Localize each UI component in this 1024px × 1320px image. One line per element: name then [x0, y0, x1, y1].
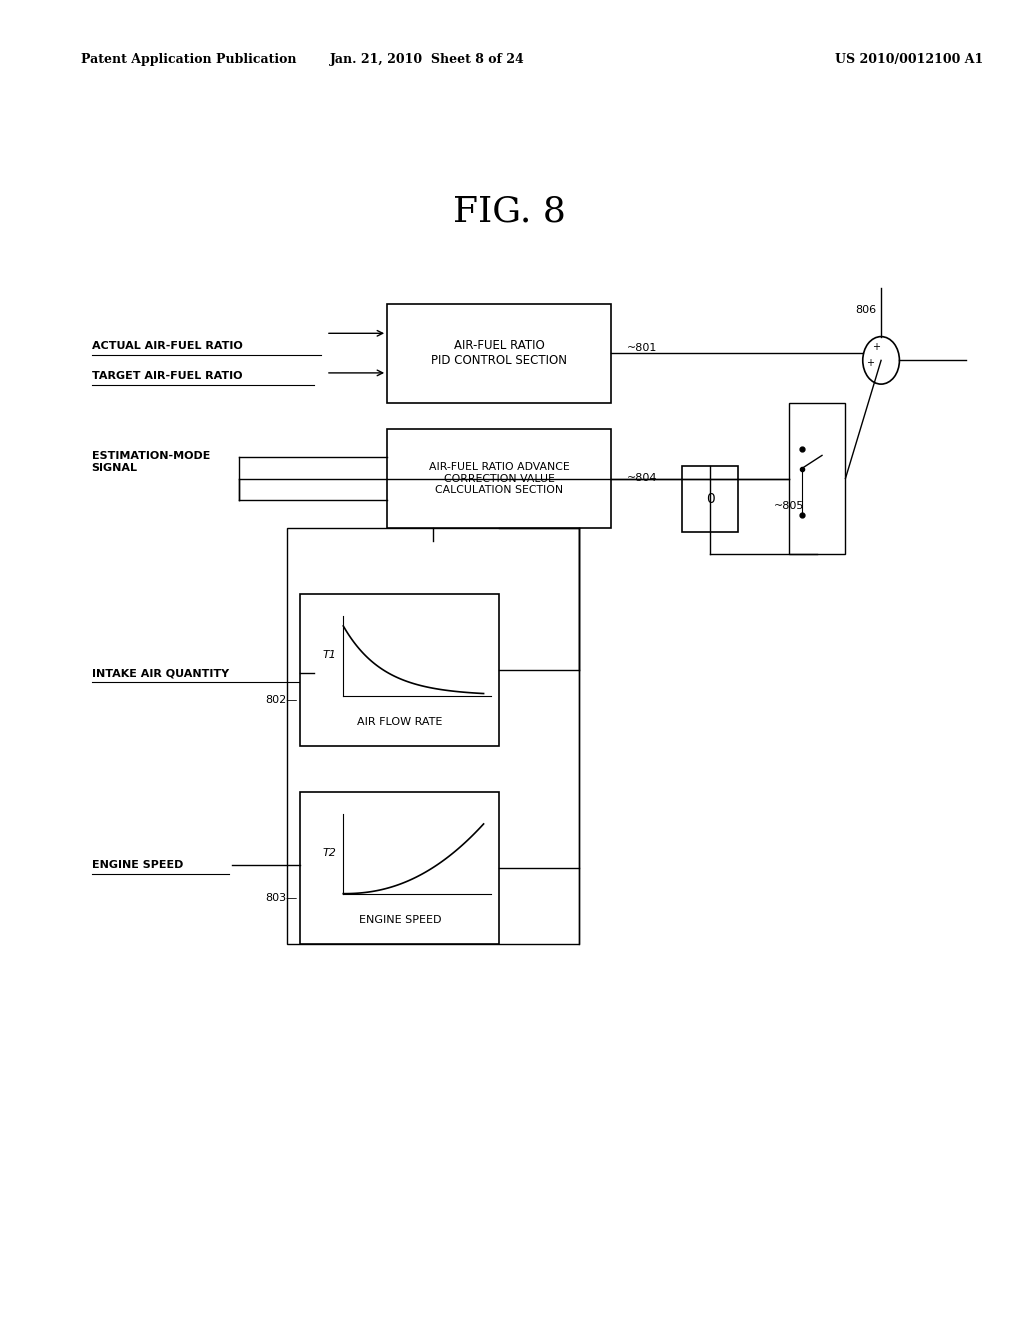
Text: 803—: 803—	[265, 892, 297, 903]
Text: Patent Application Publication: Patent Application Publication	[82, 53, 297, 66]
Text: +: +	[872, 342, 880, 352]
FancyBboxPatch shape	[387, 304, 611, 403]
FancyBboxPatch shape	[387, 429, 611, 528]
Text: 806: 806	[856, 305, 877, 315]
Text: FIG. 8: FIG. 8	[453, 194, 565, 228]
Text: Jan. 21, 2010  Sheet 8 of 24: Jan. 21, 2010 Sheet 8 of 24	[331, 53, 525, 66]
Text: ACTUAL AIR-FUEL RATIO: ACTUAL AIR-FUEL RATIO	[92, 341, 243, 351]
Text: 0: 0	[707, 492, 715, 506]
Text: ENGINE SPEED: ENGINE SPEED	[358, 915, 441, 925]
Text: AIR FLOW RATE: AIR FLOW RATE	[357, 717, 442, 727]
Text: ENGINE SPEED: ENGINE SPEED	[92, 859, 183, 870]
Text: ~801: ~801	[627, 343, 656, 354]
FancyBboxPatch shape	[682, 466, 738, 532]
Text: ESTIMATION-MODE
SIGNAL: ESTIMATION-MODE SIGNAL	[92, 451, 210, 473]
Text: AIR-FUEL RATIO
PID CONTROL SECTION: AIR-FUEL RATIO PID CONTROL SECTION	[431, 339, 567, 367]
Text: 802—: 802—	[265, 694, 297, 705]
Text: INTAKE AIR QUANTITY: INTAKE AIR QUANTITY	[92, 668, 228, 678]
Text: ~804: ~804	[627, 473, 657, 483]
FancyBboxPatch shape	[790, 403, 846, 554]
Text: +: +	[866, 358, 874, 368]
Text: T1: T1	[323, 649, 336, 660]
Text: AIR-FUEL RATIO ADVANCE
CORRECTION VALUE
CALCULATION SECTION: AIR-FUEL RATIO ADVANCE CORRECTION VALUE …	[429, 462, 569, 495]
Text: T2: T2	[323, 847, 336, 858]
FancyBboxPatch shape	[300, 792, 499, 944]
Text: TARGET AIR-FUEL RATIO: TARGET AIR-FUEL RATIO	[92, 371, 242, 381]
Text: US 2010/0012100 A1: US 2010/0012100 A1	[836, 53, 983, 66]
FancyBboxPatch shape	[300, 594, 499, 746]
Text: ~805: ~805	[774, 500, 805, 511]
